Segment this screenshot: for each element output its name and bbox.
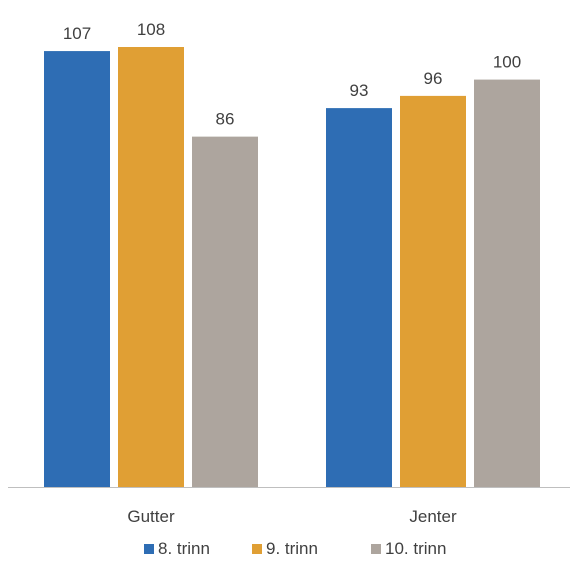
bar-gutter-3 [192,136,258,487]
data-labels-layer: 107 108 86 93 96 100 [63,20,521,129]
category-labels-layer: Gutter Jenter [127,507,457,526]
bar-jenter-1 [326,108,392,487]
bar-jenter-2 [400,95,466,487]
legend-swatch [252,544,262,554]
legend-swatch [144,544,154,554]
data-label: 107 [63,24,91,43]
legend-swatch [371,544,381,554]
legend: 8. trinn 9. trinn 10. trinn [144,539,446,558]
bar-jenter-3 [474,79,540,487]
category-label-jenter: Jenter [409,507,457,526]
legend-label: 9. trinn [266,539,318,558]
category-label-gutter: Gutter [127,507,175,526]
data-label: 96 [424,69,443,88]
legend-label: 10. trinn [385,539,446,558]
data-label: 100 [493,53,521,72]
bars-layer [44,47,540,488]
data-label: 108 [137,20,165,39]
data-label: 93 [350,81,369,100]
data-label: 86 [216,110,235,129]
bar-gutter-2 [118,47,184,487]
legend-label: 8. trinn [158,539,210,558]
bar-gutter-1 [44,51,110,488]
